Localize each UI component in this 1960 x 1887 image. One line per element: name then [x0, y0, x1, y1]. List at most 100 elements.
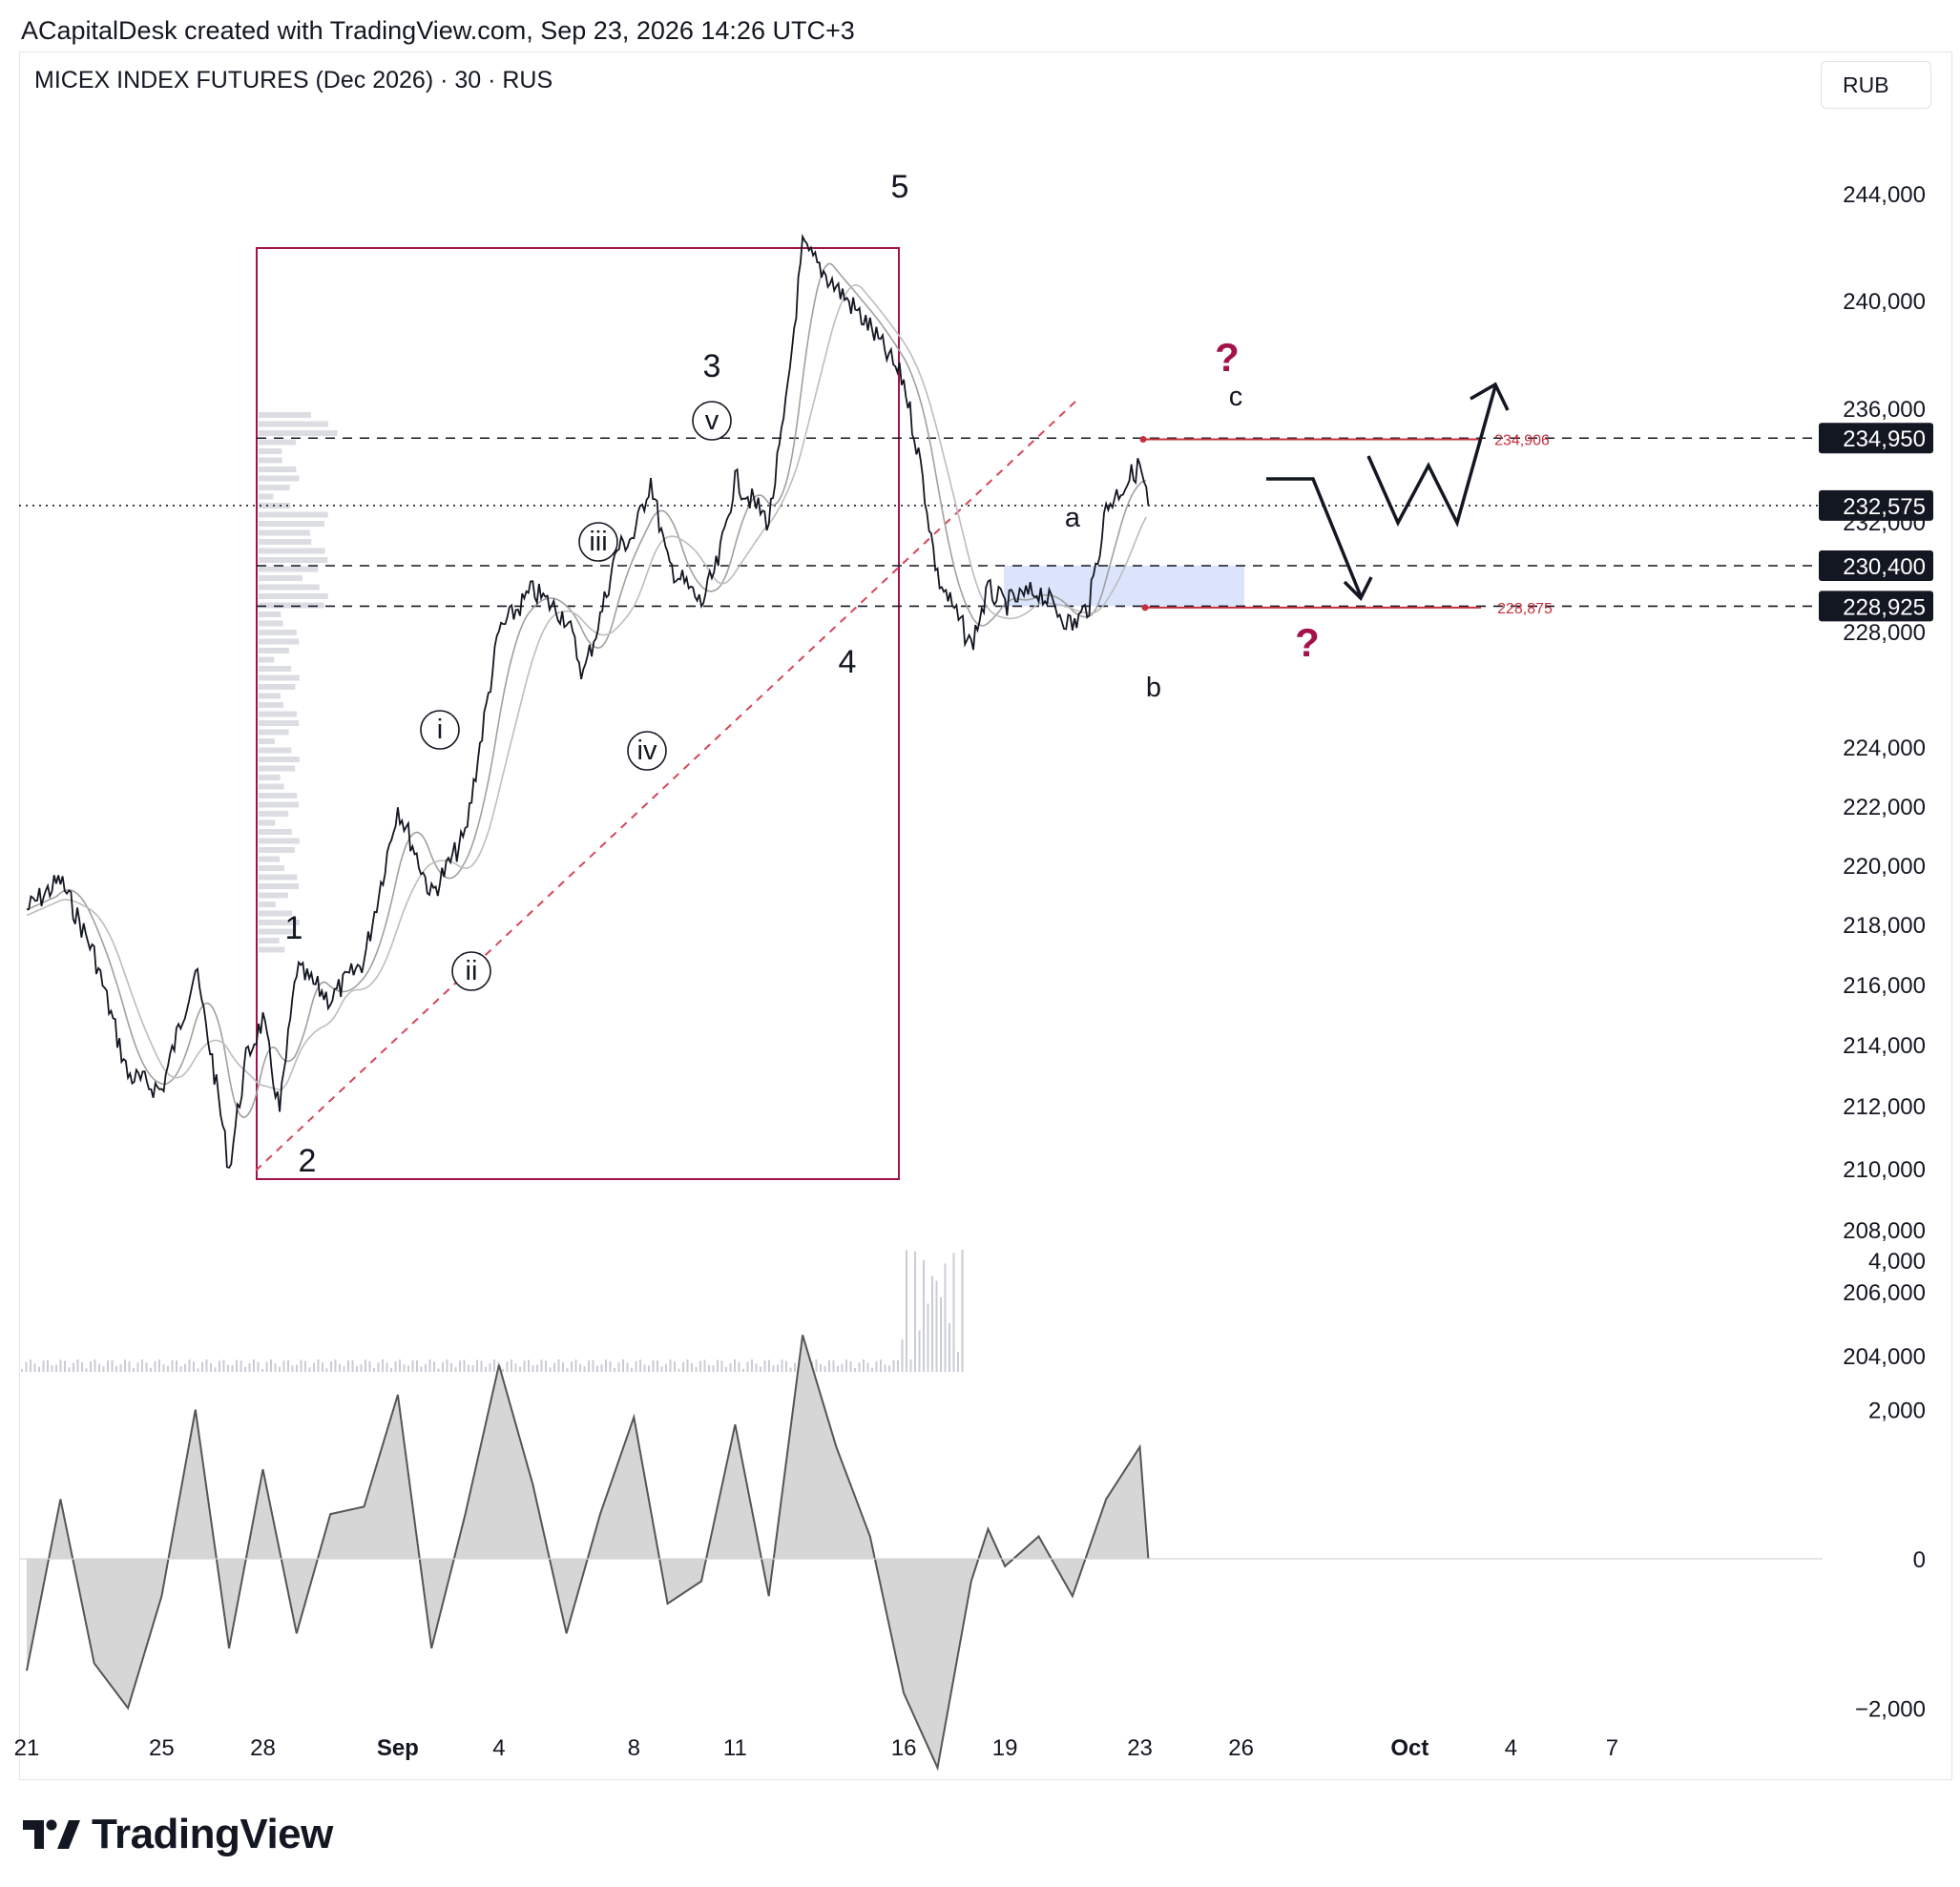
volume-bar: [708, 1364, 710, 1372]
volume-bar: [609, 1360, 612, 1372]
volume-bar: [21, 1369, 23, 1372]
volume-bar: [442, 1361, 444, 1372]
volume-bar: [124, 1359, 126, 1372]
moving-average-fast: [26, 262, 1147, 1119]
symbol-title[interactable]: MICEX INDEX FUTURES (Dec 2026) · 30 · RU…: [34, 67, 553, 93]
volume-bar: [880, 1359, 882, 1372]
volume-profile-bar: [259, 575, 302, 581]
volume-bar: [339, 1363, 341, 1372]
volume-bar: [763, 1360, 766, 1372]
volume-profile-bar: [259, 902, 276, 907]
price-badge: [1819, 423, 1933, 454]
time-axis-tick: 26: [1228, 1735, 1254, 1761]
volume-bar: [274, 1363, 277, 1372]
price-axis-tick: 210,000: [1843, 1157, 1926, 1183]
volume-bar: [399, 1359, 401, 1372]
volume-bar: [949, 1323, 950, 1372]
volume-profile-bar: [259, 557, 328, 563]
volume-bar: [136, 1362, 139, 1372]
volume-bar: [944, 1263, 947, 1372]
volume-bar: [390, 1367, 392, 1372]
price-axis-tick: 224,000: [1843, 736, 1926, 761]
volume-bar: [717, 1359, 719, 1372]
volume-bar: [107, 1359, 109, 1372]
volume-bar: [648, 1365, 650, 1372]
volume-bar: [506, 1361, 509, 1372]
price-series-line: [26, 233, 1150, 1169]
volume-bar: [411, 1359, 414, 1372]
volume-bar: [729, 1363, 732, 1372]
volume-profile-bar: [259, 928, 295, 935]
volume-bar: [952, 1253, 955, 1372]
currency-button[interactable]: RUB: [1821, 61, 1931, 109]
volume-bar: [240, 1360, 242, 1372]
wave-label-circle: [692, 401, 732, 441]
volume-bar: [511, 1359, 512, 1372]
tradingview-logo-text: TradingView: [92, 1811, 333, 1857]
price-axis-tick: 220,000: [1843, 854, 1926, 880]
volume-bar: [59, 1359, 62, 1372]
volume-bar: [308, 1367, 311, 1372]
volume-bar: [210, 1362, 212, 1372]
volume-bar: [674, 1361, 676, 1372]
volume-bar: [755, 1363, 758, 1372]
volume-bar: [356, 1365, 358, 1372]
volume-bar: [300, 1359, 302, 1372]
volume-profile-bar: [259, 946, 285, 953]
volume-profile-bar: [259, 493, 274, 500]
volume-bar: [906, 1250, 907, 1372]
volume-bar: [334, 1359, 337, 1372]
volume-bar: [459, 1360, 461, 1372]
volume-bar: [128, 1360, 131, 1372]
volume-bar: [699, 1360, 701, 1372]
volume-profile-bar: [259, 638, 300, 645]
volume-bar: [789, 1367, 792, 1372]
volume-bar: [325, 1368, 328, 1372]
volume-profile-bar: [259, 548, 325, 554]
volume-profile-bar: [259, 865, 284, 871]
wave-label-a: a: [1065, 503, 1081, 533]
volume-bar: [571, 1361, 573, 1372]
volume-bar: [562, 1362, 564, 1372]
volume-profile-bar: [259, 412, 311, 418]
volume-bar: [416, 1360, 418, 1372]
volume-bar: [265, 1361, 268, 1372]
trend-line: [255, 400, 1077, 1172]
volume-bar: [90, 1361, 92, 1372]
volume-profile-bar: [259, 702, 284, 708]
volume-bar: [901, 1339, 904, 1372]
volume-bar: [961, 1250, 964, 1372]
volume-bar: [940, 1296, 942, 1372]
wave-label-?: ?: [1295, 620, 1320, 665]
price-axis-tick: 222,000: [1843, 795, 1926, 820]
volume-bar: [849, 1360, 852, 1372]
wave-label-circle: [627, 731, 667, 771]
volume-profile-bar: [259, 747, 292, 754]
volume-bar: [712, 1365, 715, 1372]
volume-bar: [463, 1359, 466, 1372]
volume-bar: [617, 1362, 620, 1372]
volume-bar: [588, 1359, 590, 1372]
price-badge: [1819, 550, 1933, 581]
volume-bar: [377, 1362, 380, 1372]
volume-bar: [532, 1365, 534, 1372]
volume-bar: [574, 1359, 577, 1372]
volume-profile-bar: [259, 874, 298, 881]
volume-bar: [471, 1365, 474, 1372]
volume-bar: [725, 1366, 727, 1372]
volume-profile-bar: [259, 801, 300, 808]
volume-bar: [828, 1359, 830, 1372]
wave-label-iii: iii: [589, 527, 607, 557]
volume-bar: [64, 1360, 66, 1372]
tradingview-logo[interactable]: TradingView: [23, 1811, 333, 1858]
price-axis-tick: 244,000: [1843, 182, 1926, 208]
volume-bar: [446, 1359, 448, 1372]
volume-bar: [760, 1366, 761, 1372]
volume-bar: [682, 1361, 684, 1372]
time-axis-tick: 4: [1505, 1735, 1517, 1761]
volume-bar: [866, 1362, 869, 1372]
volume-bar: [365, 1359, 366, 1372]
volume-profile-bar: [259, 883, 299, 889]
wave-label-3: 3: [703, 348, 721, 384]
